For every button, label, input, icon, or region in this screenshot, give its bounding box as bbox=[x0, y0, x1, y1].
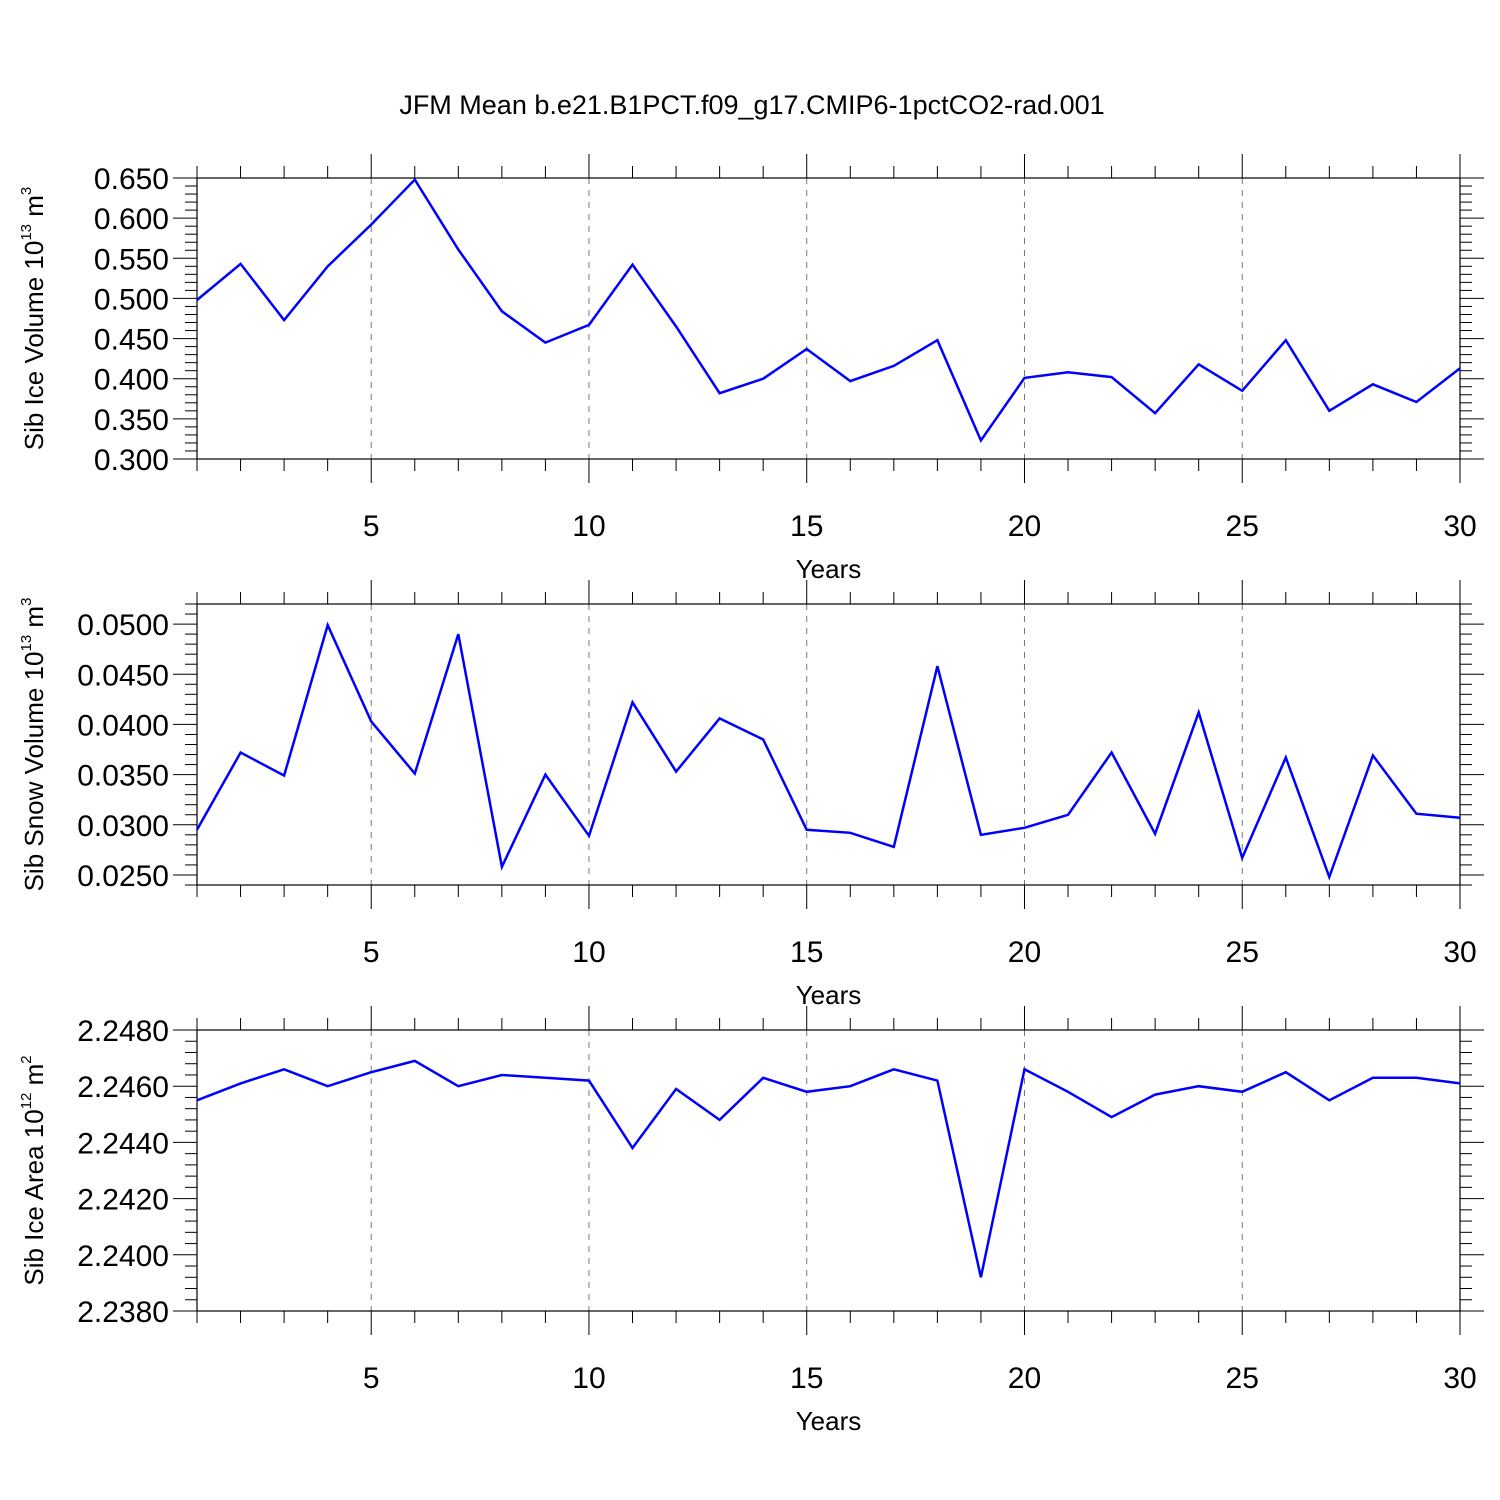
x-tick-label: 30 bbox=[1443, 936, 1476, 969]
y-axis-label: Sib Ice Volume 1013 m3 bbox=[18, 187, 49, 451]
x-tick-label: 15 bbox=[790, 1362, 823, 1395]
x-tick-label: 15 bbox=[790, 510, 823, 543]
x-tick-label: 20 bbox=[1008, 1362, 1041, 1395]
x-tick-label: 30 bbox=[1443, 510, 1476, 543]
y-tick-label: 0.400 bbox=[94, 364, 169, 397]
series-line bbox=[196, 1059, 1461, 1278]
x-tick-label: 25 bbox=[1226, 510, 1259, 543]
panel-2: 5 10 15 20 25 30 Years 0.0250 0.0300 0.0350 0.0400… bbox=[18, 580, 1484, 1010]
x-axis-label: Years bbox=[796, 980, 862, 1010]
panels-group: 5 10 15 20 25 30 Years 0.300 0.350 0.400 0.450 0.50… bbox=[18, 154, 1484, 1436]
y-tick-label: 0.450 bbox=[94, 324, 169, 357]
y-tick-label: 2.2400 bbox=[77, 1240, 169, 1273]
chart-title: JFM Mean b.e21.B1PCT.f09_g17.CMIP6-1pctC… bbox=[399, 90, 1104, 120]
x-axis-label: Years bbox=[796, 554, 862, 584]
y-tick-label: 2.2480 bbox=[77, 1015, 169, 1048]
x-tick-label: 20 bbox=[1008, 936, 1041, 969]
y-tick-label: 0.0300 bbox=[77, 810, 169, 843]
y-tick-label: 0.0250 bbox=[77, 860, 169, 893]
y-tick-label: 0.350 bbox=[94, 404, 169, 437]
y-tick-label: 2.2380 bbox=[77, 1296, 169, 1329]
series-line bbox=[195, 621, 1461, 881]
panel-1: 5 10 15 20 25 30 Years 0.300 0.350 0.400 0.450 0.50… bbox=[18, 154, 1484, 584]
plot-frame bbox=[196, 603, 1461, 886]
x-tick-label: 25 bbox=[1226, 1362, 1259, 1395]
y-tick-label: 0.0500 bbox=[77, 609, 169, 642]
x-tick-label: 5 bbox=[363, 510, 380, 543]
x-tick-label: 25 bbox=[1226, 936, 1259, 969]
y-axis-label: Sib Ice Area 1012 m2 bbox=[18, 1055, 49, 1285]
y-tick-label: 2.2460 bbox=[77, 1071, 169, 1104]
x-axis-label: Years bbox=[796, 1406, 862, 1436]
y-tick-label: 0.650 bbox=[94, 163, 169, 196]
series-line bbox=[196, 177, 1461, 444]
x-tick-label: 5 bbox=[363, 936, 380, 969]
x-tick-label: 10 bbox=[572, 510, 605, 543]
x-tick-label: 10 bbox=[572, 936, 605, 969]
y-tick-label: 2.2440 bbox=[77, 1127, 169, 1160]
x-tick-label: 30 bbox=[1443, 1362, 1476, 1395]
y-tick-label: 0.0350 bbox=[77, 760, 169, 793]
y-tick-label: 0.0450 bbox=[77, 659, 169, 692]
y-tick-label: 2.2420 bbox=[77, 1184, 169, 1217]
y-tick-label: 0.500 bbox=[94, 283, 169, 316]
plot-frame bbox=[196, 177, 1461, 460]
y-tick-label: 0.300 bbox=[94, 444, 169, 477]
panel-3: 5 10 15 20 25 30 Years 2.2380 2.2400 2.2420 2.2440… bbox=[18, 1006, 1484, 1436]
y-axis-label: Sib Snow Volume 1013 m3 bbox=[18, 598, 49, 892]
x-tick-label: 10 bbox=[572, 1362, 605, 1395]
x-tick-label: 5 bbox=[363, 1362, 380, 1395]
x-tick-label: 20 bbox=[1008, 510, 1041, 543]
y-tick-label: 0.550 bbox=[94, 243, 169, 276]
x-tick-label: 15 bbox=[790, 936, 823, 969]
y-tick-label: 0.600 bbox=[94, 203, 169, 236]
plot-frame bbox=[196, 1029, 1461, 1312]
y-tick-label: 0.0400 bbox=[77, 709, 169, 742]
